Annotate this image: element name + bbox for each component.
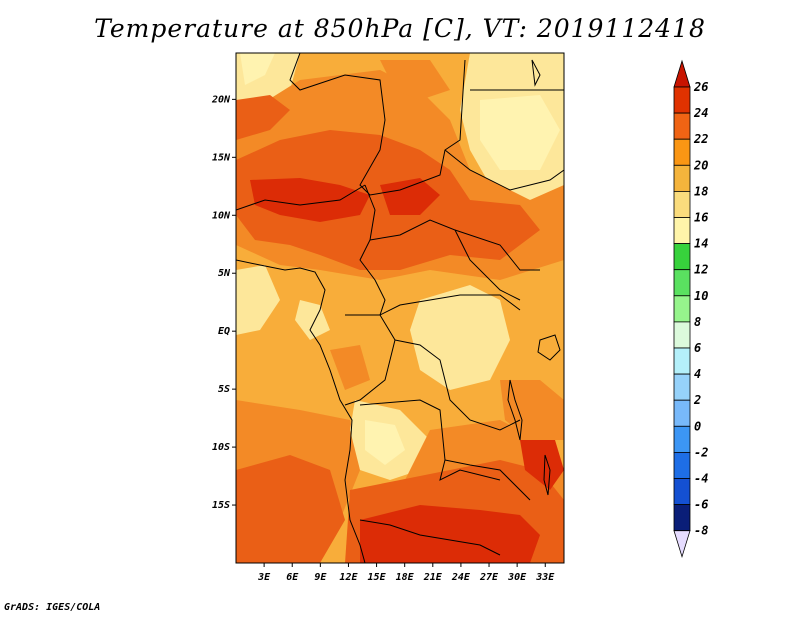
colorbar-segment <box>673 425 691 453</box>
lat-tick-label: 5S <box>218 384 230 395</box>
region-cool-gabon <box>295 300 330 340</box>
colorbar-label: -2 <box>694 445 708 459</box>
lon-tick-label: 9E <box>314 572 327 583</box>
lat-tick-label: 10N <box>212 210 231 221</box>
colorbar-label: 2 <box>693 393 701 407</box>
colorbar-segment <box>673 347 691 375</box>
region-hottest-kalahari <box>360 505 540 563</box>
colorbar-segment <box>673 190 691 218</box>
lat-tick-label: 10S <box>212 442 230 453</box>
colorbar-segment <box>673 243 691 271</box>
lon-tick-label: 33E <box>535 572 555 583</box>
lat-tick-label: 5N <box>218 268 231 279</box>
colorbar-arrow-bottom <box>673 530 691 559</box>
temperature-field <box>236 53 564 563</box>
software-credit: GrADS: IGES/COLA <box>4 602 101 613</box>
colorbar-segment <box>673 269 691 297</box>
map-panel: 20N 15N 10N 5N EQ 5S 10S 15S 3E 6E 9E 12E 15E 18E 21E 2… <box>211 52 565 583</box>
lon-tick-label: 6E <box>286 572 299 583</box>
lon-tick-label: 15E <box>368 572 387 583</box>
colorbar-arrow-top <box>673 59 691 88</box>
lon-tick-label: 12E <box>339 572 358 583</box>
lat-tick-label: 15N <box>212 152 231 163</box>
region-pale-angola <box>365 420 405 465</box>
colorbar-label: 18 <box>694 184 708 198</box>
colorbar-label: -6 <box>694 498 708 512</box>
border-line <box>289 53 466 196</box>
lat-tick-label: 20N <box>211 94 231 105</box>
colorbar-segment <box>673 373 691 401</box>
lon-tick-label: 18E <box>396 572 415 583</box>
colorbar-segment <box>673 295 691 323</box>
colorbar-label: 14 <box>694 237 708 251</box>
colorbar-label: 24 <box>693 106 708 120</box>
colorbar-label: 4 <box>694 367 701 381</box>
colorbar-segment <box>673 138 691 166</box>
colorbar-segment <box>673 504 691 532</box>
border-line <box>236 184 366 211</box>
colorbar-segment <box>673 321 691 349</box>
region-hot-atlantic <box>236 455 345 563</box>
region-hottest-mozambique <box>520 440 564 490</box>
lon-tick-label: 27E <box>479 572 499 583</box>
colorbar-label: 20 <box>693 158 708 172</box>
border-line <box>444 459 531 501</box>
border-line <box>344 314 396 406</box>
lake-malawi <box>543 454 551 496</box>
coast-fragment <box>531 59 541 87</box>
region-cool-congo <box>410 285 510 390</box>
colorbar-label: 16 <box>694 211 708 225</box>
colorbar-label: 0 <box>694 419 701 433</box>
colorbar-segment <box>673 86 691 114</box>
lake-tanganyika <box>507 379 523 441</box>
map-frame <box>235 52 565 564</box>
border-line <box>359 184 386 316</box>
colorbar-segment <box>673 399 691 427</box>
colorbar-label: 8 <box>694 315 701 329</box>
chart-title: Temperature at 850hPa [C], VT: 201911241… <box>94 14 706 43</box>
colorbar-label: -4 <box>694 472 708 486</box>
colorbar-label: 6 <box>694 341 701 355</box>
colorbar-segment <box>673 451 691 479</box>
region-hottest-chad <box>380 178 440 215</box>
border-line <box>444 149 564 191</box>
lat-tick-label: 15S <box>212 500 230 511</box>
colorbar-label: 12 <box>694 263 708 277</box>
colorbar-label: 22 <box>693 132 708 146</box>
colorbar-label: 26 <box>693 80 708 94</box>
lat-tick-label: EQ <box>218 326 230 337</box>
region-hottest-nigeria <box>250 178 370 222</box>
region-cool-gulf <box>236 265 280 335</box>
border-line <box>394 339 521 431</box>
region-warm-libya <box>380 60 450 100</box>
colorbar-label: -8 <box>694 524 708 538</box>
region-pale-nw <box>240 53 275 85</box>
colorbar-label: 10 <box>694 289 708 303</box>
lon-tick-label: 21E <box>423 572 443 583</box>
region-warm-coast <box>330 345 370 390</box>
colorbar-segment <box>673 164 691 192</box>
border-line <box>236 259 366 563</box>
colorbar-segment <box>673 478 691 506</box>
border-line <box>359 519 501 556</box>
colorbar-segment <box>673 217 691 245</box>
lake-victoria <box>537 334 561 361</box>
colorbar-segment <box>673 112 691 140</box>
region-hot-mauritania <box>236 95 290 140</box>
lon-tick-label: 3E <box>257 572 271 583</box>
border-line <box>379 294 521 316</box>
border-line <box>454 229 540 271</box>
region-pale-ne <box>480 95 560 170</box>
lon-tick-label: 24E <box>451 572 471 583</box>
lon-tick-label: 30E <box>507 572 527 583</box>
